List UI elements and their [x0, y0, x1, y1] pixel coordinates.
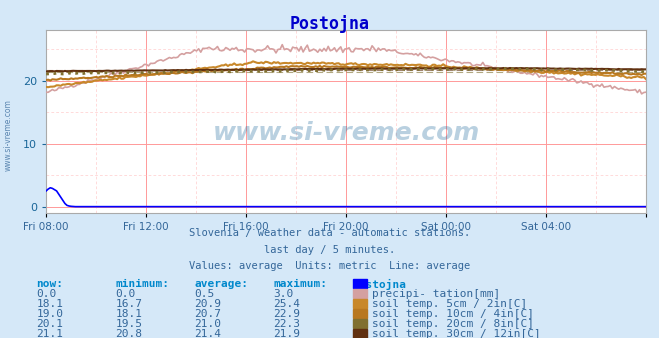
Text: 18.1: 18.1 [115, 309, 142, 319]
Text: soil temp. 5cm / 2in[C]: soil temp. 5cm / 2in[C] [372, 299, 528, 309]
Text: soil temp. 20cm / 8in[C]: soil temp. 20cm / 8in[C] [372, 319, 534, 329]
Text: 19.5: 19.5 [115, 319, 142, 329]
Text: 21.0: 21.0 [194, 319, 221, 329]
Text: 21.4: 21.4 [194, 329, 221, 338]
Text: now:: now: [36, 279, 63, 289]
Text: maximum:: maximum: [273, 279, 328, 289]
Text: 20.8: 20.8 [115, 329, 142, 338]
Text: soil temp. 10cm / 4in[C]: soil temp. 10cm / 4in[C] [372, 309, 534, 319]
Text: average:: average: [194, 279, 248, 289]
Text: 19.0: 19.0 [36, 309, 63, 319]
Text: Postojna: Postojna [289, 15, 370, 33]
Text: 0.0: 0.0 [115, 289, 136, 299]
Text: www.si-vreme.com: www.si-vreme.com [212, 121, 480, 145]
Text: minimum:: minimum: [115, 279, 169, 289]
Text: 22.9: 22.9 [273, 309, 301, 319]
Text: 20.9: 20.9 [194, 299, 221, 309]
Text: soil temp. 30cm / 12in[C]: soil temp. 30cm / 12in[C] [372, 329, 541, 338]
Bar [353, 319, 367, 328]
Text: 3.0: 3.0 [273, 289, 294, 299]
Bar [353, 279, 367, 288]
Text: 21.1: 21.1 [36, 329, 63, 338]
Text: last day / 5 minutes.: last day / 5 minutes. [264, 245, 395, 255]
Text: 20.1: 20.1 [36, 319, 63, 329]
Text: www.si-vreme.com: www.si-vreme.com [3, 99, 13, 171]
Bar [353, 329, 367, 338]
Text: 22.3: 22.3 [273, 319, 301, 329]
Text: 20.7: 20.7 [194, 309, 221, 319]
Text: Postojna: Postojna [353, 279, 407, 290]
Text: 0.5: 0.5 [194, 289, 215, 299]
Text: 21.9: 21.9 [273, 329, 301, 338]
Text: 18.1: 18.1 [36, 299, 63, 309]
Bar [353, 309, 367, 318]
Bar [353, 289, 367, 298]
Text: Slovenia / weather data - automatic stations.: Slovenia / weather data - automatic stat… [189, 228, 470, 238]
Text: 0.0: 0.0 [36, 289, 57, 299]
Text: 25.4: 25.4 [273, 299, 301, 309]
Text: precipi- tation[mm]: precipi- tation[mm] [372, 289, 501, 299]
Text: Values: average  Units: metric  Line: average: Values: average Units: metric Line: aver… [189, 261, 470, 271]
Text: 16.7: 16.7 [115, 299, 142, 309]
Bar [353, 299, 367, 308]
